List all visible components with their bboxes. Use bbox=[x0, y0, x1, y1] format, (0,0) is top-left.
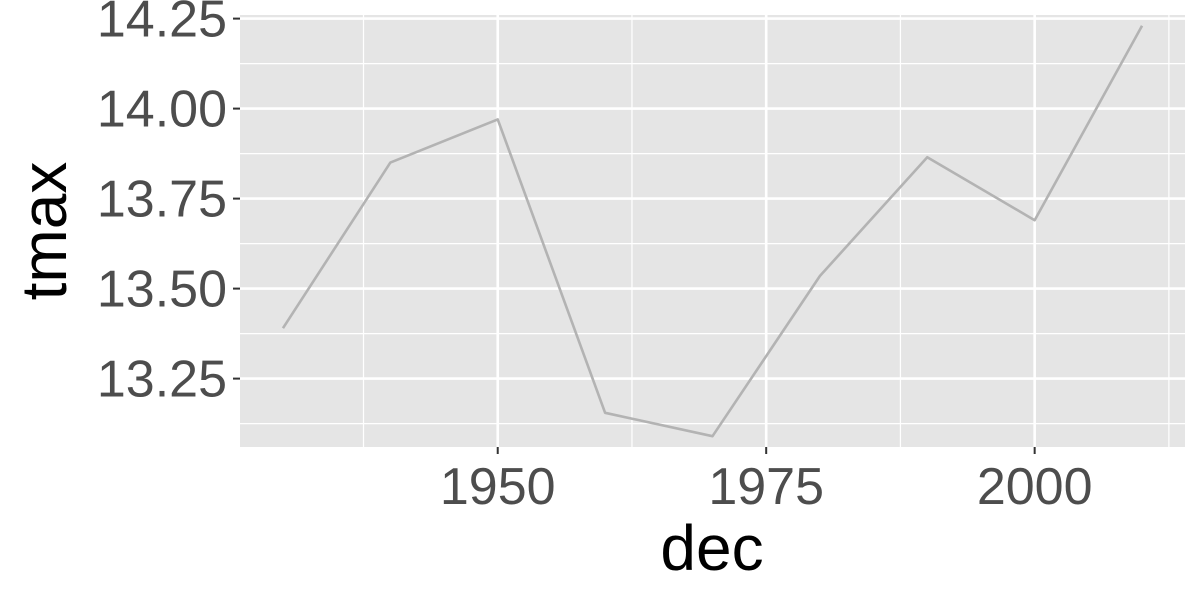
minor-gridlines bbox=[240, 15, 1185, 447]
y-tick-label: 13.75 bbox=[97, 171, 227, 229]
y-tick-label: 13.25 bbox=[97, 351, 227, 409]
x-axis: 1950 1975 2000 bbox=[440, 447, 1093, 516]
x-tick-label: 2000 bbox=[977, 458, 1093, 516]
y-tick-label: 14.25 bbox=[97, 0, 227, 49]
y-axis-title: tmax bbox=[8, 162, 80, 301]
x-axis-title: dec bbox=[660, 512, 763, 584]
y-tick-label: 13.50 bbox=[97, 261, 227, 319]
x-tick-label: 1950 bbox=[440, 458, 556, 516]
plot-panel bbox=[240, 15, 1185, 447]
y-tick-label: 14.00 bbox=[97, 81, 227, 139]
y-axis: 13.25 13.50 13.75 14.00 14.25 bbox=[97, 0, 240, 409]
x-tick-label: 1975 bbox=[708, 458, 824, 516]
series-line bbox=[281, 25, 1144, 438]
major-gridlines bbox=[240, 15, 1185, 447]
